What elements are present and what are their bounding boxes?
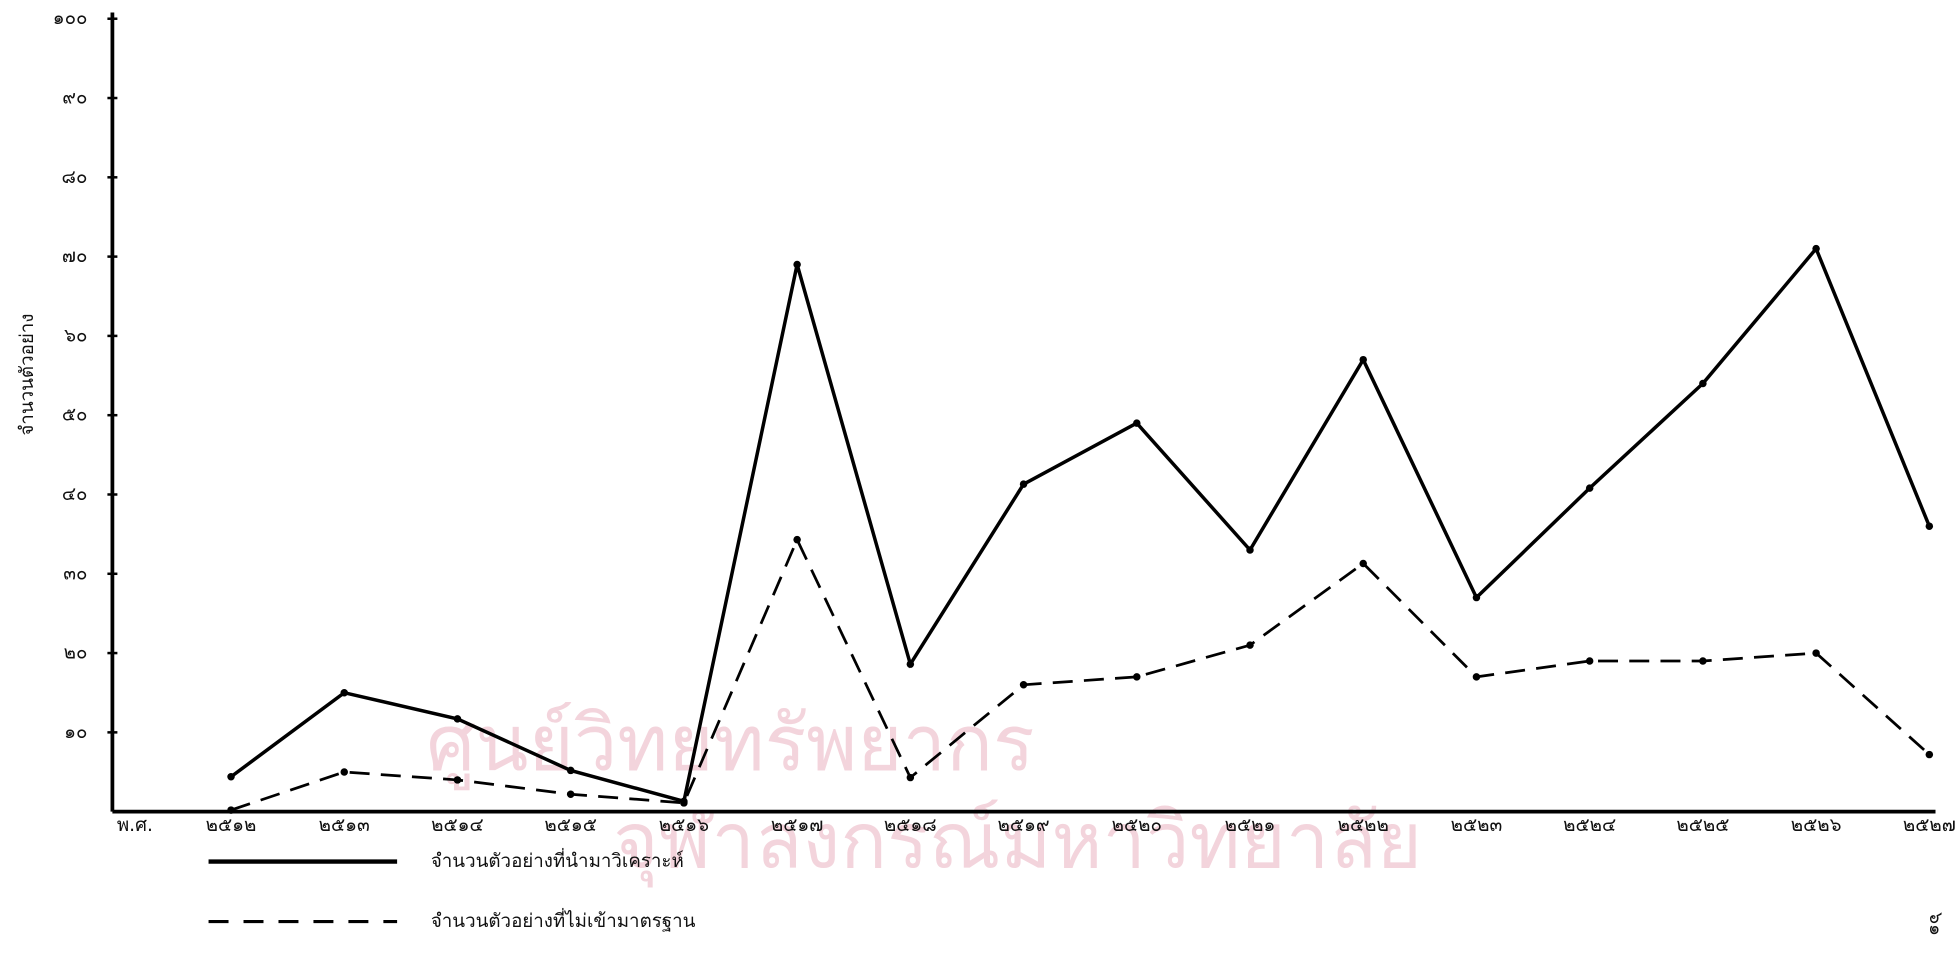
data-point	[1699, 657, 1707, 665]
x-tick-label: ๒๕๑๔	[431, 815, 484, 836]
data-point	[793, 260, 801, 269]
y-tick-label: ๗๐	[62, 246, 88, 267]
data-point	[1585, 657, 1594, 665]
x-tick-label: ๒๕๒๑	[1225, 815, 1276, 836]
x-tick-label: ๒๕๑๗	[771, 815, 823, 836]
data-point	[1925, 750, 1934, 759]
y-tick-label: ๖๐	[64, 325, 87, 346]
data-point	[1019, 480, 1028, 488]
data-point	[1246, 641, 1254, 649]
data-point	[1699, 379, 1707, 388]
data-point	[1925, 522, 1934, 530]
y-tick-label: ๓๐	[63, 563, 87, 584]
data-point	[1812, 244, 1820, 253]
y-tick-label: ๑๐๐	[53, 8, 88, 29]
x-tick-label: ๒๕๒๓	[1451, 815, 1503, 836]
data-point	[453, 715, 462, 723]
data-point	[1472, 673, 1481, 681]
data-point	[906, 773, 915, 782]
y-tick-label: ๕๐	[62, 405, 88, 426]
x-tick-label: ๒๕๒๐	[1112, 815, 1162, 836]
data-point	[1812, 649, 1820, 657]
y-axis-label: จำนวนตัวอย่าง	[17, 314, 38, 436]
data-point	[793, 535, 801, 544]
data-point	[566, 766, 575, 775]
data-line	[229, 245, 1931, 804]
legend-label: จำนวนตัวอย่างที่นำมาวิเคราะห์	[431, 848, 684, 872]
data-point	[1133, 673, 1141, 681]
x-tick-label: ๒๕๒๒	[1338, 815, 1389, 836]
x-tick-label: ๒๕๑๖	[659, 815, 709, 836]
data-line	[230, 536, 1931, 812]
data-point	[1359, 559, 1367, 568]
data-point	[1246, 546, 1254, 554]
data-point	[1133, 419, 1141, 427]
data-point	[1019, 681, 1028, 689]
page-number: ๖๑	[1925, 912, 1946, 936]
y-tick-label: ๘๐	[62, 167, 88, 188]
data-point	[340, 768, 348, 776]
legend-label: จำนวนตัวอย่างที่ไม่เข้ามาตรฐาน	[431, 908, 696, 932]
y-tick-label: ๙๐	[62, 88, 87, 109]
x-tick-label: ๒๕๑๘	[884, 815, 937, 836]
data-point	[680, 799, 688, 807]
watermark: ศูนย์วิทยทรัพยากร	[426, 699, 1034, 790]
x-tick-label: ๒๕๒๕	[1676, 815, 1729, 836]
x-tick-label: ๒๕๒๗	[1903, 815, 1956, 836]
x-tick-label: ๒๕๑๓	[319, 815, 370, 836]
data-point	[1472, 593, 1481, 602]
x-tick-label: ๒๕๑๒	[206, 815, 257, 836]
data-point	[1359, 355, 1367, 364]
data-point	[566, 790, 575, 798]
data-point	[227, 806, 235, 814]
y-tick-label: ๔๐	[62, 484, 88, 505]
data-point	[906, 660, 915, 668]
x-tick-label: ๒๕๒๔	[1563, 815, 1616, 836]
x-tick-label: ๒๕๑๕	[544, 815, 597, 836]
x-tick-label: ๒๕๑๙	[998, 815, 1050, 836]
y-tick-label: ๑๐	[64, 722, 87, 743]
data-point	[227, 773, 235, 781]
y-tick-label: ๒๐	[64, 643, 88, 664]
data-point	[1585, 484, 1594, 492]
data-point	[453, 776, 462, 784]
x-axis-label: พ.ศ.	[117, 815, 153, 836]
data-point	[340, 688, 348, 697]
x-tick-label: ๒๕๒๖	[1791, 815, 1842, 836]
